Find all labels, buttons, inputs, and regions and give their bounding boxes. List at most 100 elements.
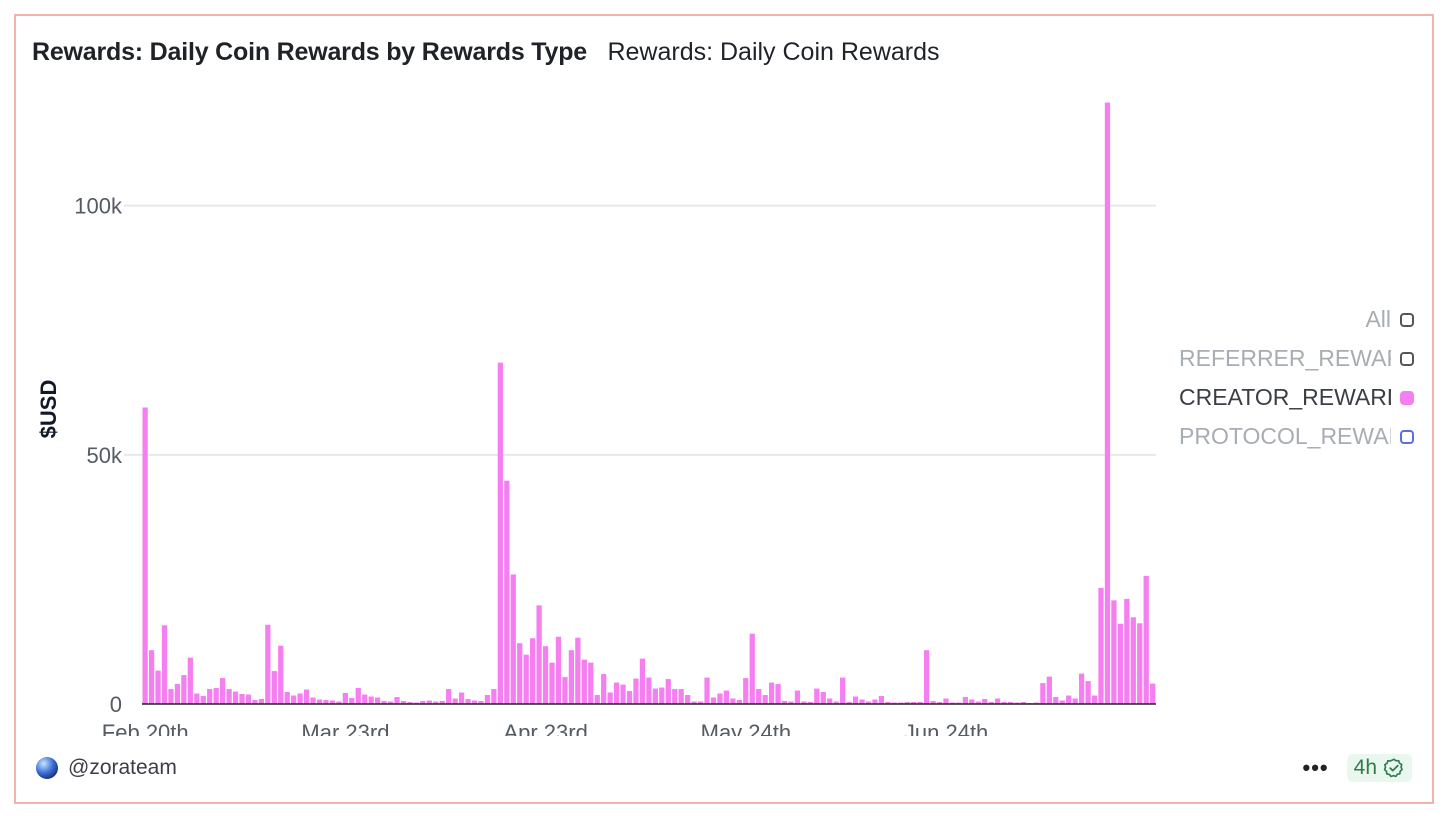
bar[interactable] <box>1020 702 1027 704</box>
bar[interactable] <box>685 695 691 704</box>
bar[interactable] <box>439 701 445 704</box>
bar[interactable] <box>1046 676 1052 704</box>
bar[interactable] <box>168 689 174 704</box>
bar[interactable] <box>142 407 148 704</box>
bar[interactable] <box>969 699 975 704</box>
bar[interactable] <box>923 650 930 704</box>
bar[interactable] <box>659 687 665 704</box>
bar[interactable] <box>420 701 426 704</box>
bar[interactable] <box>555 636 562 704</box>
bar[interactable] <box>613 682 620 704</box>
legend-item-creator-rewards[interactable]: CREATOR_REWARDS <box>1179 378 1414 417</box>
bar[interactable] <box>187 657 193 704</box>
bar[interactable] <box>917 702 923 704</box>
bar[interactable] <box>807 702 813 704</box>
bar[interactable] <box>316 699 323 704</box>
bar[interactable] <box>220 678 226 704</box>
bar[interactable] <box>775 684 781 704</box>
bar[interactable] <box>342 693 348 704</box>
bar[interactable] <box>1072 698 1078 704</box>
bar[interactable] <box>872 699 878 704</box>
bar[interactable] <box>697 701 704 704</box>
bar[interactable] <box>633 678 639 704</box>
bar[interactable] <box>749 633 755 704</box>
bar[interactable] <box>962 697 969 704</box>
bar[interactable] <box>581 659 587 704</box>
bar[interactable] <box>878 696 885 704</box>
bar[interactable] <box>484 695 491 704</box>
bar[interactable] <box>1117 623 1124 704</box>
bar[interactable] <box>827 698 833 704</box>
bar[interactable] <box>1040 683 1046 704</box>
bar[interactable] <box>530 638 536 704</box>
bar[interactable] <box>258 699 265 704</box>
bar[interactable] <box>426 700 432 704</box>
ellipsis-icon[interactable]: ••• <box>1302 755 1329 780</box>
bar[interactable] <box>1104 102 1111 705</box>
bar[interactable] <box>1007 702 1014 704</box>
legend-item-all[interactable]: All <box>1179 300 1414 339</box>
bar[interactable] <box>762 695 768 704</box>
bar[interactable] <box>245 694 252 704</box>
bar[interactable] <box>1085 681 1091 704</box>
bar[interactable] <box>736 700 742 704</box>
bar[interactable] <box>407 702 413 704</box>
bar[interactable] <box>491 689 497 704</box>
legend-item-protocol-rewards[interactable]: PROTOCOL_REWARDS <box>1179 417 1414 456</box>
bar[interactable] <box>678 689 684 704</box>
bar[interactable] <box>943 698 949 704</box>
bar[interactable] <box>355 688 361 704</box>
bar[interactable] <box>588 662 594 704</box>
bar[interactable] <box>911 702 917 704</box>
bar[interactable] <box>575 637 581 704</box>
bar[interactable] <box>213 688 219 704</box>
bar[interactable] <box>781 701 788 704</box>
bar[interactable] <box>846 702 852 704</box>
bar[interactable] <box>226 689 232 704</box>
bar[interactable] <box>975 701 981 704</box>
bar[interactable] <box>155 670 161 704</box>
bar[interactable] <box>1098 587 1104 704</box>
bar[interactable] <box>323 700 329 704</box>
bar[interactable] <box>788 701 794 704</box>
bar[interactable] <box>904 702 910 704</box>
bar[interactable] <box>239 694 245 704</box>
bar[interactable] <box>743 678 749 704</box>
bar[interactable] <box>1130 617 1136 704</box>
bar[interactable] <box>1124 598 1130 704</box>
bar[interactable] <box>291 695 297 704</box>
bar[interactable] <box>148 650 155 704</box>
bar[interactable] <box>381 701 387 704</box>
bar[interactable] <box>885 702 891 704</box>
bar[interactable] <box>458 692 465 704</box>
bar[interactable] <box>1053 697 1059 704</box>
bar[interactable] <box>478 701 484 704</box>
bar[interactable] <box>471 700 478 704</box>
bar[interactable] <box>336 701 342 704</box>
bar[interactable] <box>852 696 859 704</box>
bar[interactable] <box>297 693 303 704</box>
bar[interactable] <box>601 674 607 704</box>
bar[interactable] <box>303 689 310 704</box>
bar[interactable] <box>840 677 846 704</box>
freshness-badge[interactable]: 4h <box>1346 754 1412 782</box>
bar[interactable] <box>252 700 258 704</box>
bar[interactable] <box>704 677 710 704</box>
bar[interactable] <box>691 701 697 704</box>
bar[interactable] <box>639 658 646 704</box>
bar[interactable] <box>1066 695 1072 704</box>
bar[interactable] <box>284 692 290 704</box>
bar[interactable] <box>768 682 775 704</box>
bar[interactable] <box>510 574 516 704</box>
bar[interactable] <box>400 701 407 704</box>
bar[interactable] <box>1143 575 1149 704</box>
bar[interactable] <box>794 690 801 704</box>
bar[interactable] <box>1137 623 1143 704</box>
bar[interactable] <box>865 701 872 704</box>
bar[interactable] <box>265 624 271 704</box>
bar[interactable] <box>730 698 736 704</box>
bar[interactable] <box>607 692 613 704</box>
bar[interactable] <box>801 701 807 704</box>
bar[interactable] <box>1059 700 1065 704</box>
bar[interactable] <box>756 689 762 704</box>
